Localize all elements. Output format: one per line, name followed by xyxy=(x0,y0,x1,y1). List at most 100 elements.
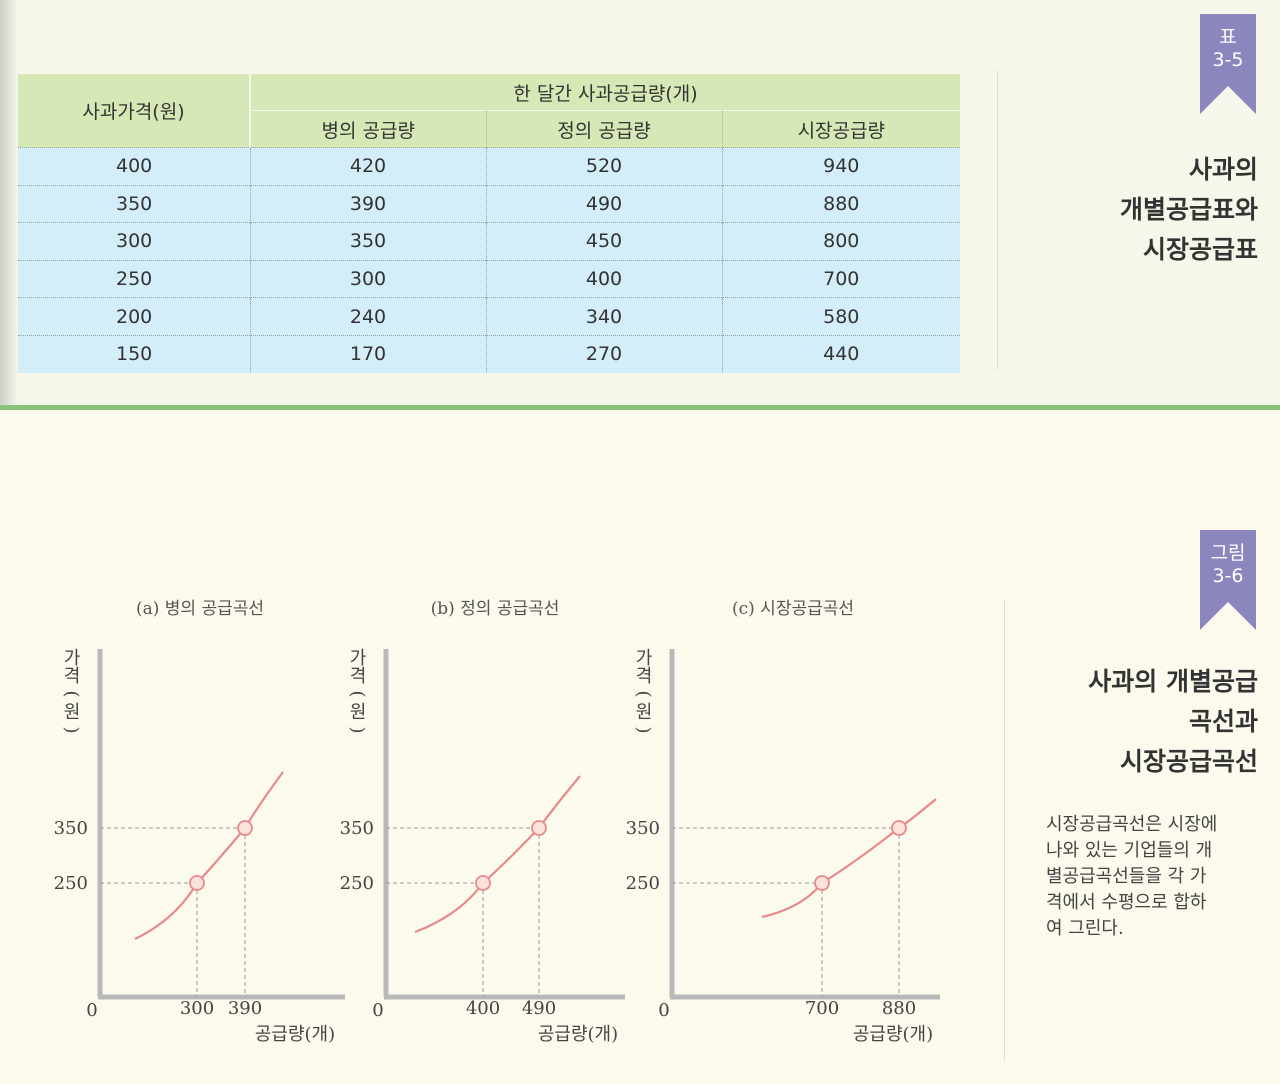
data-point xyxy=(237,820,253,836)
market-cell: 800 xyxy=(721,222,961,261)
origin-label: 0 xyxy=(658,1000,669,1021)
price-cell: 300 xyxy=(18,222,250,261)
y-axis-label: 원 xyxy=(350,702,367,723)
market-cell: 580 xyxy=(721,297,961,336)
supply-curve xyxy=(414,775,581,934)
byeong-cell: 240 xyxy=(249,297,486,336)
tag-label: 그림 xyxy=(1210,542,1246,564)
byeong-cell: 170 xyxy=(249,334,486,373)
title-line: 곡선과 xyxy=(1188,707,1258,736)
price-cell: 400 xyxy=(18,147,250,186)
title-line: 사과의 xyxy=(1188,155,1258,184)
supply-schedule-table: 사과가격(원) 한 달간 사과공급량(개) 병의 공급량 정의 공급량 시장공급… xyxy=(18,74,961,373)
title-line: 시장공급곡선 xyxy=(1119,747,1258,776)
price-cell: 200 xyxy=(18,297,250,336)
supply-curve xyxy=(761,798,937,919)
chart-title: (b) 정의 공급곡선 xyxy=(431,599,560,619)
chart-title: (c) 시장공급곡선 xyxy=(732,599,854,619)
x-axis-label: 공급량(개) xyxy=(538,1024,618,1045)
y-tick-label: 350 xyxy=(54,818,88,839)
caption-line: 나와 있는 기업들의 개 xyxy=(1046,840,1213,861)
market-cell: 700 xyxy=(721,259,961,298)
jeong-cell: 270 xyxy=(485,334,722,373)
caption-line: 여 그린다. xyxy=(1046,918,1124,939)
table-row: 350 390 490 880 xyxy=(18,184,961,223)
figure-number-tag: 그림 3-6 xyxy=(1200,530,1256,630)
price-cell: 250 xyxy=(18,259,250,298)
price-cell: 350 xyxy=(18,184,250,223)
data-point xyxy=(189,875,205,891)
x-tick-label: 490 xyxy=(522,998,556,1019)
col-header-market: 시장공급량 xyxy=(721,110,961,148)
y-tick-label: 350 xyxy=(626,818,660,839)
figure-panel xyxy=(0,410,1280,1084)
y-axis-label: 격 xyxy=(64,666,81,687)
caption-line: 격에서 수평으로 합하 xyxy=(1046,892,1207,913)
data-point xyxy=(814,875,830,891)
column-divider xyxy=(1004,600,1005,1060)
y-tick-label: 250 xyxy=(340,873,374,894)
x-tick-label: 400 xyxy=(466,998,500,1019)
y-axis-label: 가 xyxy=(350,648,367,669)
jeong-cell: 490 xyxy=(485,184,722,223)
price-cell: 150 xyxy=(18,334,250,373)
y-axis-label: ( xyxy=(61,690,82,697)
figure-caption: 시장공급곡선은 시장에 나와 있는 기업들의 개 별공급곡선들을 각 가 격에서… xyxy=(1046,812,1258,942)
supply-curve xyxy=(134,771,284,940)
y-axis-label: 격 xyxy=(636,666,653,687)
title-line: 시장공급표 xyxy=(1142,235,1258,264)
byeong-cell: 350 xyxy=(249,222,486,261)
table-row: 150 170 270 440 xyxy=(18,334,961,373)
table-side-title: 사과의 개별공급표와 시장공급표 xyxy=(1120,150,1258,270)
y-axis-label: ) xyxy=(347,726,368,733)
y-axis-label: ) xyxy=(61,726,82,733)
y-axis-label: ( xyxy=(633,690,654,697)
x-axis-label: 공급량(개) xyxy=(853,1024,933,1045)
table-row: 250 300 400 700 xyxy=(18,259,961,298)
x-tick-label: 300 xyxy=(180,998,214,1019)
x-axis-label: 공급량(개) xyxy=(255,1024,335,1045)
column-divider xyxy=(997,70,998,370)
y-axis-label: 원 xyxy=(64,702,81,723)
y-tick-label: 350 xyxy=(340,818,374,839)
y-axis-label: 가 xyxy=(636,648,653,669)
origin-label: 0 xyxy=(86,1000,97,1021)
data-point xyxy=(891,820,907,836)
y-tick-label: 250 xyxy=(54,873,88,894)
title-line: 개별공급표와 xyxy=(1119,195,1258,224)
tag-label: 표 xyxy=(1219,26,1237,48)
title-line: 사과의 개별공급 xyxy=(1088,667,1258,696)
y-axis-label: 가 xyxy=(64,648,81,669)
x-tick-label: 390 xyxy=(228,998,262,1019)
data-point xyxy=(531,820,547,836)
price-column-header: 사과가격(원) xyxy=(18,74,250,148)
jeong-cell: 450 xyxy=(485,222,722,261)
market-cell: 940 xyxy=(721,147,961,186)
origin-label: 0 xyxy=(372,1000,383,1021)
tag-number: 3-5 xyxy=(1212,49,1244,71)
data-point xyxy=(475,875,491,891)
x-tick-label: 700 xyxy=(805,998,839,1019)
table-row: 200 240 340 580 xyxy=(18,297,961,336)
y-tick-label: 250 xyxy=(626,873,660,894)
col-header-byeong: 병의 공급량 xyxy=(249,110,486,148)
section-divider xyxy=(0,405,1280,410)
y-axis-label: ) xyxy=(633,726,654,733)
market-cell: 880 xyxy=(721,184,961,223)
jeong-cell: 520 xyxy=(485,147,722,186)
jeong-cell: 400 xyxy=(485,259,722,298)
col-header-jeong: 정의 공급량 xyxy=(485,110,722,148)
quantity-group-header: 한 달간 사과공급량(개) xyxy=(248,74,961,111)
y-axis-label: 격 xyxy=(350,666,367,687)
byeong-cell: 420 xyxy=(249,147,486,186)
table-row: 300 350 450 800 xyxy=(18,222,961,261)
x-tick-label: 880 xyxy=(882,998,916,1019)
chart-title: (a) 병의 공급곡선 xyxy=(136,599,264,619)
byeong-cell: 300 xyxy=(249,259,486,298)
y-axis-label: ( xyxy=(347,690,368,697)
table-row: 400 420 520 940 xyxy=(18,147,961,186)
table-number-tag: 표 3-5 xyxy=(1200,14,1256,114)
byeong-cell: 390 xyxy=(249,184,486,223)
caption-line: 시장공급곡선은 시장에 xyxy=(1046,814,1218,835)
